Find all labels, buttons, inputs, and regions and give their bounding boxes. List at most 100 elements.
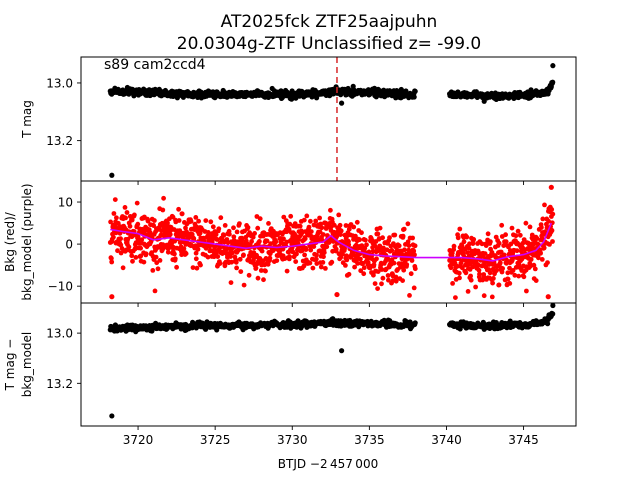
background-point bbox=[372, 281, 378, 286]
panel-top-tmag: 13.0 13.2 T mag bbox=[20, 56, 577, 185]
background-point bbox=[193, 215, 199, 220]
background-point bbox=[402, 247, 407, 253]
background-point bbox=[138, 253, 144, 259]
background-point bbox=[377, 225, 383, 231]
background-point bbox=[288, 213, 294, 219]
background-point bbox=[249, 239, 255, 244]
background-point bbox=[294, 251, 299, 257]
background-point bbox=[214, 237, 220, 242]
background-point bbox=[521, 274, 527, 280]
background-point bbox=[457, 275, 462, 281]
background-point bbox=[191, 236, 197, 241]
background-point bbox=[210, 224, 216, 230]
y-tick-label: 13.0 bbox=[46, 327, 73, 341]
background-point bbox=[323, 266, 328, 271]
background-point bbox=[255, 225, 261, 231]
background-point bbox=[313, 256, 319, 262]
background-point bbox=[317, 215, 322, 221]
background-point bbox=[234, 265, 240, 271]
y-tick-label: 13.2 bbox=[46, 377, 73, 391]
plot-area bbox=[107, 184, 556, 300]
background-point bbox=[515, 228, 521, 234]
background-point bbox=[488, 239, 493, 245]
background-point bbox=[297, 223, 303, 229]
background-point bbox=[516, 273, 522, 279]
background-point bbox=[410, 235, 415, 241]
panel-frame bbox=[80, 56, 577, 182]
background-point bbox=[245, 225, 251, 230]
background-point bbox=[193, 256, 199, 262]
x-axis-label: BTJD −2 457 000 bbox=[278, 457, 378, 471]
background-point bbox=[179, 211, 185, 217]
background-point bbox=[213, 232, 219, 238]
background-point bbox=[481, 293, 487, 299]
background-point bbox=[308, 229, 314, 235]
background-point bbox=[231, 234, 237, 240]
background-point bbox=[489, 250, 495, 255]
background-point bbox=[127, 223, 133, 229]
background-point bbox=[157, 258, 163, 263]
background-point bbox=[386, 277, 391, 283]
background-point bbox=[141, 259, 147, 265]
background-point bbox=[307, 260, 313, 266]
background-point bbox=[494, 268, 499, 273]
y-axis-label-line2: bkg_model (purple) bbox=[20, 183, 34, 300]
background-point bbox=[115, 248, 120, 254]
x-tick-label: 3745 bbox=[508, 433, 539, 447]
background-point bbox=[129, 217, 135, 223]
background-point bbox=[149, 250, 155, 256]
background-point bbox=[229, 259, 235, 265]
background-point bbox=[533, 278, 539, 283]
panel-bottom-tmag-minus-bkg: 3720 3725 3730 3735 3740 3745 13.0 13.2 T mag − b… bbox=[3, 302, 577, 447]
background-point bbox=[541, 245, 547, 251]
x-tick-label: 3730 bbox=[277, 433, 308, 447]
background-point bbox=[133, 255, 139, 260]
background-point bbox=[363, 237, 368, 243]
background-point bbox=[259, 248, 265, 254]
magnitude-point bbox=[411, 94, 417, 100]
background-point bbox=[546, 218, 551, 224]
background-point bbox=[112, 197, 118, 203]
background-point bbox=[491, 276, 496, 281]
background-point bbox=[510, 268, 516, 273]
background-point bbox=[117, 230, 123, 236]
background-point bbox=[391, 260, 397, 266]
background-point bbox=[160, 207, 166, 213]
background-point bbox=[287, 254, 292, 260]
background-point bbox=[181, 246, 187, 252]
background-point bbox=[230, 250, 235, 256]
background-point bbox=[234, 229, 240, 235]
background-point bbox=[538, 250, 543, 256]
background-point bbox=[281, 236, 286, 242]
background-point bbox=[482, 251, 488, 256]
outlier-point bbox=[550, 63, 556, 69]
background-point bbox=[449, 250, 455, 256]
background-point bbox=[165, 249, 171, 255]
background-point bbox=[496, 282, 502, 288]
background-point bbox=[468, 273, 473, 279]
background-point bbox=[135, 221, 141, 227]
background-point bbox=[466, 245, 472, 251]
background-point bbox=[150, 268, 156, 273]
background-point bbox=[318, 264, 324, 270]
background-point bbox=[490, 280, 495, 286]
background-point bbox=[393, 278, 399, 284]
background-point bbox=[139, 237, 145, 243]
background-point bbox=[265, 261, 271, 267]
background-point bbox=[331, 222, 337, 228]
background-point bbox=[266, 221, 271, 226]
background-point bbox=[246, 272, 252, 278]
outlier-point bbox=[339, 100, 345, 106]
background-point bbox=[412, 266, 418, 272]
background-point bbox=[138, 245, 144, 251]
background-point bbox=[476, 267, 482, 273]
background-point bbox=[346, 271, 352, 277]
background-point bbox=[188, 219, 194, 224]
background-point bbox=[355, 261, 360, 266]
background-point bbox=[299, 230, 305, 236]
background-point bbox=[190, 265, 196, 270]
background-point bbox=[499, 222, 505, 228]
background-point bbox=[174, 264, 180, 270]
background-point bbox=[301, 217, 307, 223]
background-point bbox=[407, 293, 412, 298]
